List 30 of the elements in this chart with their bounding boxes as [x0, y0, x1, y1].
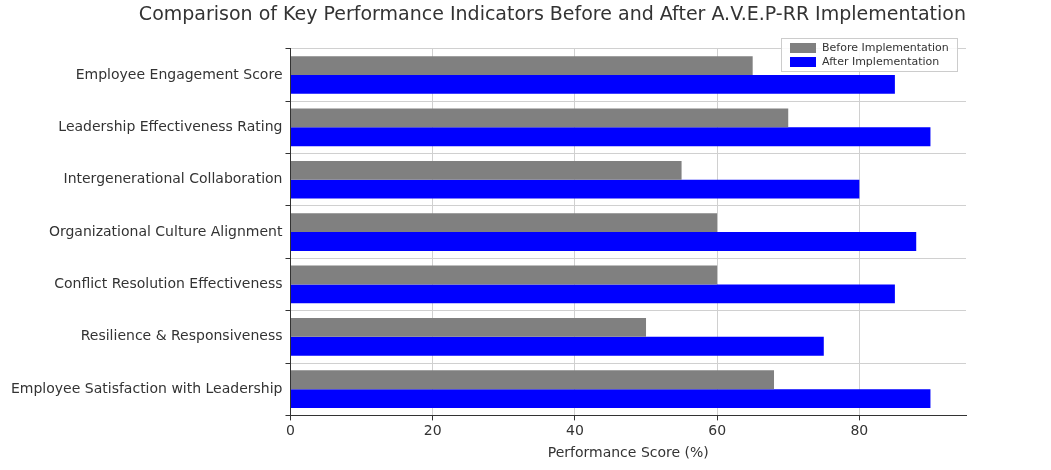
x-tick-label: 20: [423, 422, 442, 439]
bar: [291, 317, 647, 337]
x-tick-label: 80: [850, 422, 869, 439]
x-tick-label: 40: [566, 422, 584, 439]
bar: [291, 56, 753, 75]
bar: [291, 389, 931, 409]
bar: [291, 160, 682, 180]
legend-label: Before Implementation: [822, 40, 949, 55]
y-tick-label: Resilience & Responsiveness: [80, 327, 283, 344]
y-tick-label: Employee Satisfaction with Leadership: [11, 379, 283, 396]
y-tick-label: Intergenerational Collaboration: [63, 170, 283, 187]
bar: [291, 127, 931, 147]
bar: [291, 284, 895, 304]
x-tick-label: 60: [708, 422, 727, 439]
bar: [291, 265, 718, 285]
chart-title: Comparison of Key Performance Indicators Before and After A.V.E.P-RR Implementation: [138, 2, 966, 25]
y-tick-label: Conflict Resolution Effectiveness: [54, 275, 283, 292]
bar: [291, 232, 917, 251]
x-tick-label: 0: [286, 422, 295, 439]
bar: [291, 179, 860, 199]
y-tick-label: Employee Engagement Score: [75, 65, 283, 82]
y-tick-label: Organizational Culture Alignment: [48, 222, 283, 239]
bar: [291, 370, 775, 390]
bar: [291, 213, 718, 233]
bar: [291, 336, 824, 356]
y-tick-label: Leadership Effectiveness Rating: [58, 118, 283, 134]
legend-label: After Implementation: [822, 54, 940, 69]
bar: [291, 108, 789, 128]
bar: [291, 74, 895, 94]
x-axis-title: Performance Score (%): [547, 444, 709, 461]
